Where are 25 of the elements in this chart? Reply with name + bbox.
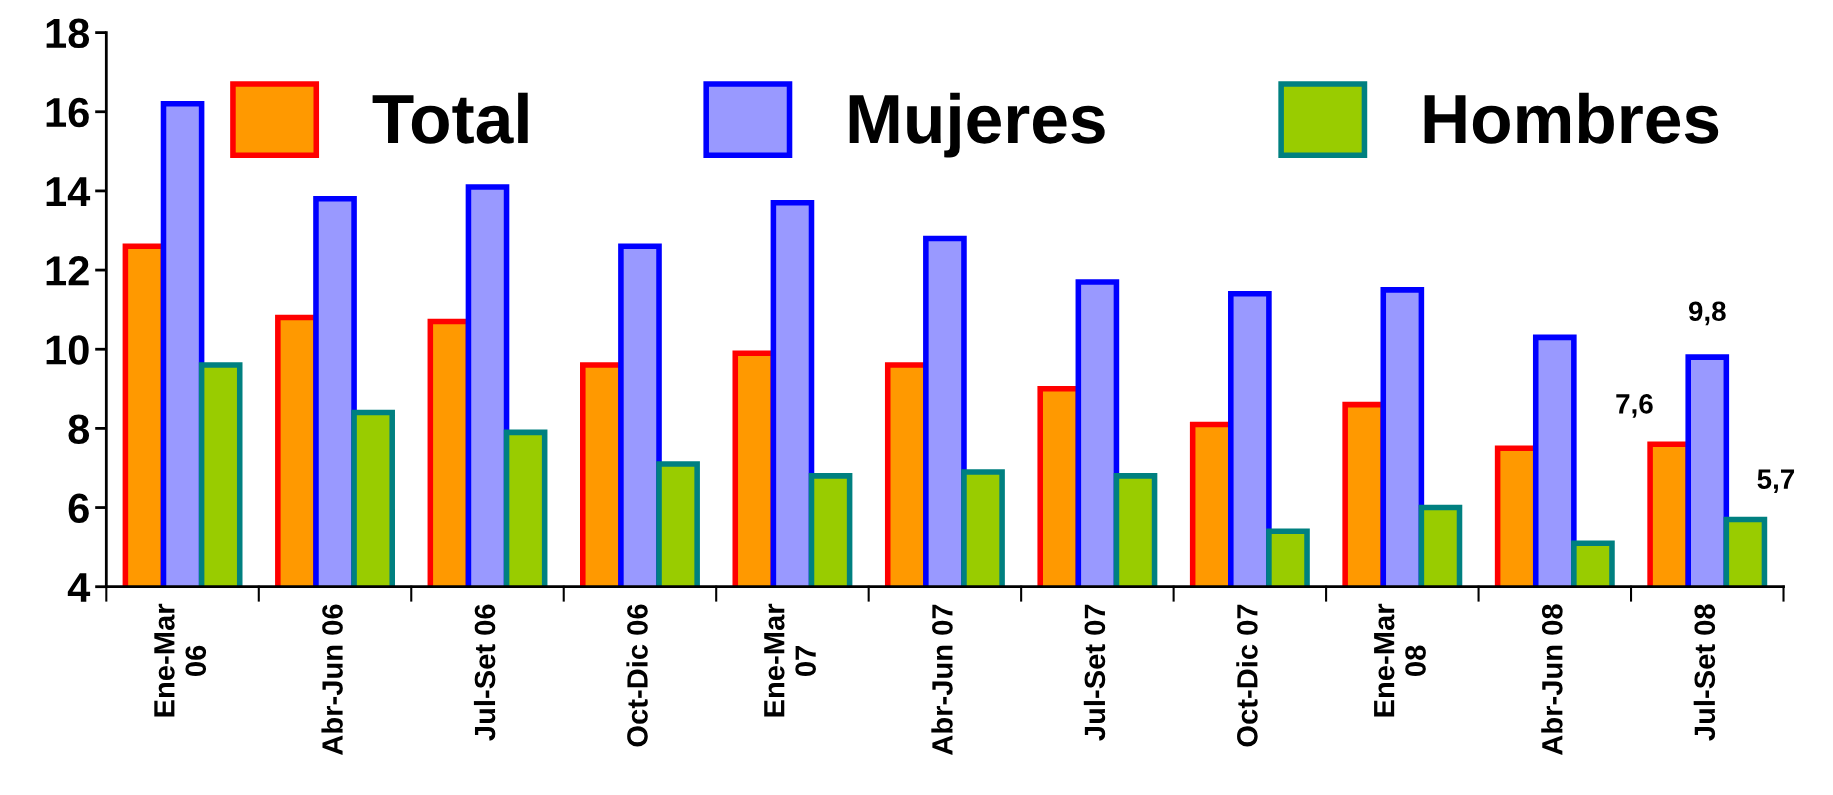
legend-label: Total [372,92,528,144]
x-tick-label: Abr-Jun 07 [931,604,953,755]
x-tick-label: Abr-Jun 06 [321,604,343,755]
x-tick-label: Ene-Mar 08 [1374,603,1426,717]
x-tick-label: Oct-Dic 07 [1236,604,1258,747]
y-tick-label: 4 [67,573,91,602]
x-tick-label: Jul-Set 06 [473,604,496,741]
y-tick-label: 6 [68,493,89,524]
x-tick-label: Ene-Mar 06 [154,603,207,717]
x-tick-label: Jul-Set 08 [1693,604,1716,741]
y-tick-label: 12 [46,256,89,286]
y-tick-label: 14 [46,177,91,207]
y-tick-label: 18 [46,18,90,49]
legend-label: Hombres [1424,92,1719,144]
x-tick-label: Ene-Mar 07 [764,603,816,717]
y-tick-label: 8 [68,414,90,444]
data-label: 9,8 [1688,301,1726,326]
legend-label: Mujeres [849,92,1105,158]
x-tick-label: Oct-Dic 06 [626,604,648,747]
data-label: 5,7 [1757,469,1795,493]
y-tick-label: 16 [46,97,89,128]
x-tick-label: Abr-Jun 08 [1541,604,1563,755]
x-tick-label: Jul-Set 07 [1083,604,1106,741]
y-tick-label: 10 [46,335,89,365]
data-label: 7,6 [1616,394,1653,418]
